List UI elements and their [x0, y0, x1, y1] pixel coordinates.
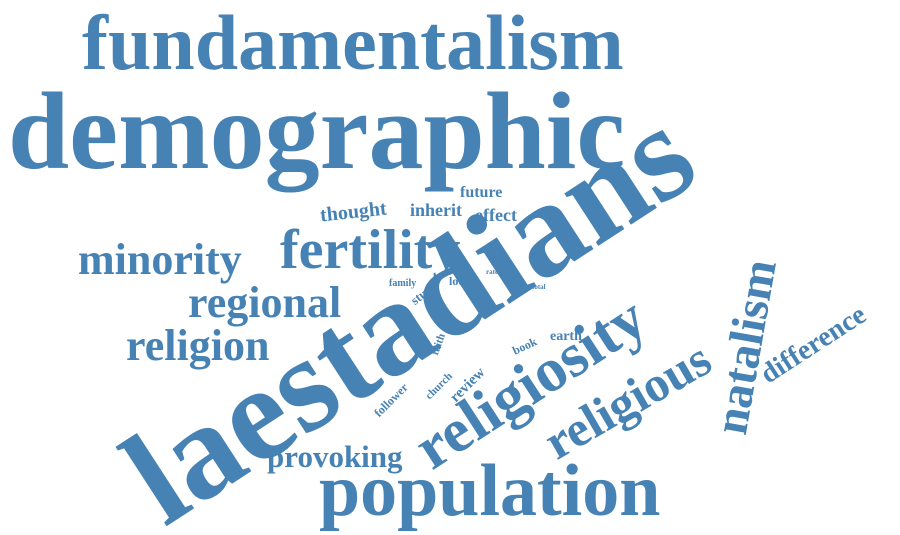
- word-look: look: [449, 274, 472, 288]
- word-inherit: inherit: [410, 200, 462, 220]
- word-fundamentalism: fundamentalism: [82, 0, 624, 86]
- word-regional: regional: [188, 278, 342, 327]
- word-earth: earth: [550, 329, 582, 344]
- word-natalism: natalism: [704, 255, 787, 439]
- word-fertility: fertility: [280, 219, 461, 281]
- word-demographic: demographic: [8, 70, 626, 192]
- word-population: population: [319, 450, 661, 532]
- word-rate: rate: [486, 268, 499, 276]
- word-future: future: [460, 184, 503, 201]
- word-family: family: [389, 278, 417, 289]
- word-effect: effect: [475, 205, 517, 225]
- word-minority: minority: [78, 235, 242, 284]
- word-provoking: provoking: [267, 439, 403, 474]
- word-religion: religion: [126, 321, 270, 370]
- word-total: total: [532, 283, 546, 291]
